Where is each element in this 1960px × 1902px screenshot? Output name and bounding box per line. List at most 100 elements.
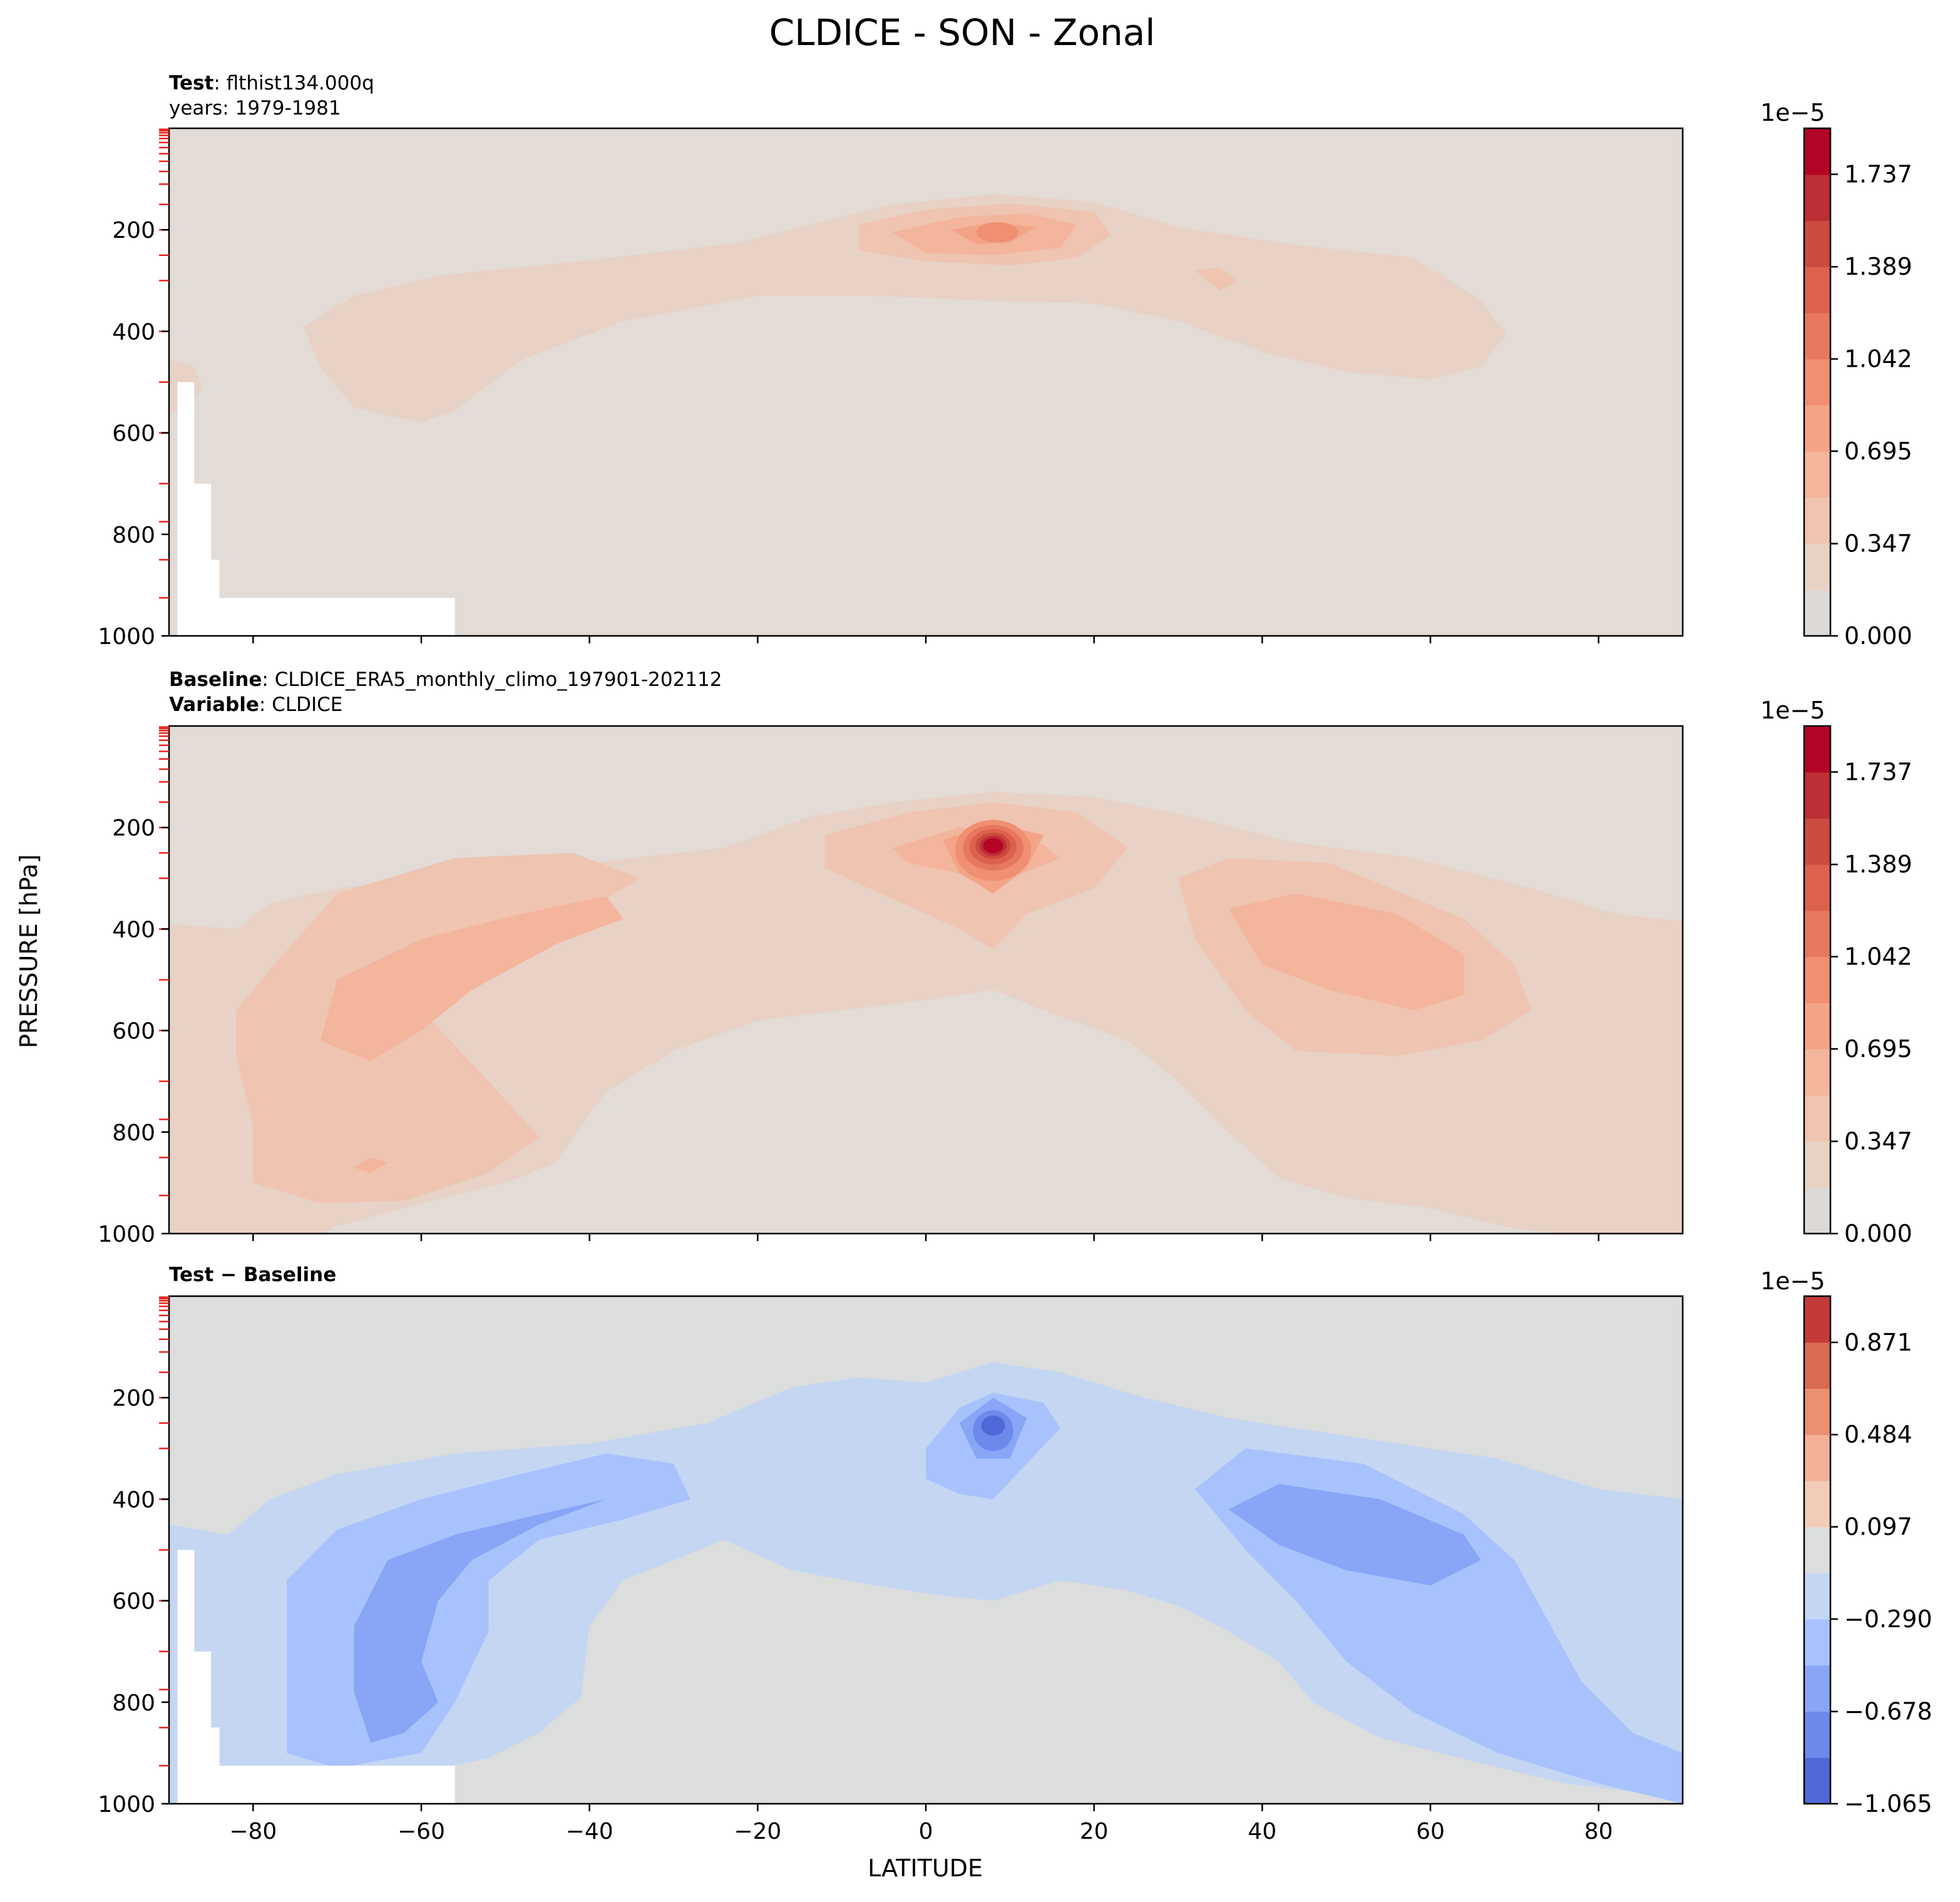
panel3-title: Test − Baseline xyxy=(169,1264,336,1286)
colorbar-segment xyxy=(1804,590,1830,637)
y-tick-label: 600 xyxy=(112,1019,155,1045)
colorbar-segment xyxy=(1804,1187,1830,1234)
contour-level-5 xyxy=(976,222,1018,243)
colorbar-segment xyxy=(1804,1342,1830,1389)
y-tick-label: 400 xyxy=(112,1487,155,1513)
y-tick-label: 200 xyxy=(112,1386,155,1411)
y-tick-label: 200 xyxy=(112,218,155,243)
colorbar-segment xyxy=(1804,864,1830,911)
colorbar-segment xyxy=(1804,359,1830,406)
colorbar-tick-label: 1.389 xyxy=(1844,851,1912,878)
contour-level-neg3-north xyxy=(1228,1484,1481,1586)
panel-difference: 200 400 600 800 1000 −80 −60 −40 −20 0 20 40 60 80 −1.… xyxy=(98,1295,1932,1844)
colorbar-test: 0.000 0.347 0.695 1.042 1.389 1.737 xyxy=(1803,127,1912,650)
y-tick-label: 1000 xyxy=(98,1792,155,1818)
x-tick-label: −60 xyxy=(398,1819,445,1844)
colorbar-tick-label: 0.000 xyxy=(1844,1220,1912,1247)
colorbar-tick-label: 1.737 xyxy=(1844,160,1912,188)
colorbar-tick-label: −0.290 xyxy=(1844,1605,1932,1633)
contour-level-neg3-south xyxy=(354,1499,607,1743)
colorbar-segment xyxy=(1804,1388,1830,1435)
x-tick-label: 40 xyxy=(1248,1819,1276,1844)
colorbar-baseline: 0.000 0.347 0.695 1.042 1.389 1.737 xyxy=(1803,725,1912,1247)
panel-baseline: 200 400 600 800 1000 0.000 0.347 0.695 1.042 1.38… xyxy=(98,725,1912,1247)
y-axis-label: PRESSURE [hPa] xyxy=(15,854,43,1048)
contour-area-baseline xyxy=(169,726,1683,1234)
colorbar-tick-label: 0.000 xyxy=(1844,622,1912,650)
colorbar-segment xyxy=(1804,1003,1830,1050)
colorbar-segment xyxy=(1804,1141,1830,1188)
x-tick-label: −20 xyxy=(734,1819,781,1844)
colorbar-segment xyxy=(1804,956,1830,1003)
colorbar-tick-label: −0.678 xyxy=(1844,1698,1932,1726)
contour-level-1 xyxy=(303,194,1506,423)
colorbar-tick-label: 0.695 xyxy=(1844,1035,1912,1063)
y-tick-label: 400 xyxy=(112,319,155,345)
colorbar-frame xyxy=(1803,1295,1832,1805)
colorbar-segment xyxy=(1804,312,1830,360)
colorbar-tick-label: 0.695 xyxy=(1844,437,1912,465)
colorbar-difference: −1.065 −0.678 −0.290 0.097 0.484 0.871 xyxy=(1803,1295,1932,1818)
y-tick-label: 800 xyxy=(112,523,155,548)
colorbar-segment xyxy=(1804,818,1830,865)
colorbar-tick-label: 1.042 xyxy=(1844,943,1912,971)
colorbar-frame xyxy=(1803,127,1832,637)
x-tick-label: 20 xyxy=(1080,1819,1109,1844)
x-tick-label: 0 xyxy=(919,1819,933,1844)
colorbar-segment xyxy=(1804,174,1830,221)
missing-data-region xyxy=(177,382,455,636)
colorbar-tick-label: 0.097 xyxy=(1844,1513,1912,1541)
colorbar-segment xyxy=(1804,1619,1830,1666)
panel2-cb-multiplier: 1e−5 xyxy=(1760,697,1825,724)
colorbar-segment xyxy=(1804,451,1830,498)
panel1-cb-multiplier: 1e−5 xyxy=(1760,99,1825,126)
colorbar-segment xyxy=(1804,497,1830,545)
colorbar-tick-label: 0.347 xyxy=(1844,1128,1912,1155)
y-tick-label: 800 xyxy=(112,1120,155,1146)
contour-area-test xyxy=(169,128,1683,636)
x-tick-label: 60 xyxy=(1416,1819,1445,1844)
y-tick-label: 800 xyxy=(112,1690,155,1716)
colorbar-frame xyxy=(1803,725,1832,1235)
colorbar-segment xyxy=(1804,267,1830,314)
missing-data-region xyxy=(177,1550,455,1804)
panel1-title-line2: years: 1979-1981 xyxy=(169,97,341,120)
colorbar-segment xyxy=(1804,1526,1830,1573)
contour-level-3-south-low xyxy=(354,1157,388,1173)
colorbar-segment xyxy=(1804,1296,1830,1343)
colorbar-segment xyxy=(1804,1757,1830,1804)
contour-level-2-spot xyxy=(1194,268,1237,291)
y-tick-label: 400 xyxy=(112,917,155,943)
colorbar-tick-label: 1.389 xyxy=(1844,253,1912,280)
colorbar-segment xyxy=(1804,910,1830,958)
colorbar-segment xyxy=(1804,1573,1830,1620)
colorbar-segment xyxy=(1804,220,1830,267)
panel1-title-line1: Test: flthist134.000q xyxy=(169,72,374,95)
colorbar-segment xyxy=(1804,772,1830,819)
y-tick-label: 1000 xyxy=(98,624,155,650)
colorbar-tick-label: 0.871 xyxy=(1844,1329,1912,1356)
panel2-title-line1: Baseline: CLDICE_ERA5_monthly_climo_1979… xyxy=(169,668,722,691)
contour-level-2-south xyxy=(236,852,640,1204)
colorbar-segment xyxy=(1804,543,1830,590)
x-tick-label: 80 xyxy=(1584,1819,1613,1844)
contour-level-10 xyxy=(983,838,1003,854)
y-tick-label: 1000 xyxy=(98,1222,155,1247)
y-tick-label: 600 xyxy=(112,1589,155,1615)
panel-test: 200 400 600 800 1000 0.000 0.347 0.695 1.042 1.38… xyxy=(98,127,1912,650)
x-axis-label: LATITUDE xyxy=(868,1854,983,1882)
colorbar-tick-label: 1.737 xyxy=(1844,758,1912,785)
colorbar-segment xyxy=(1804,1711,1830,1758)
colorbar-tick-label: 1.042 xyxy=(1844,345,1912,373)
colorbar-tick-label: 0.347 xyxy=(1844,530,1912,558)
contour-level-3-south xyxy=(320,896,623,1061)
colorbar-segment xyxy=(1804,1049,1830,1096)
colorbar-segment xyxy=(1804,726,1830,773)
colorbar-segment xyxy=(1804,405,1830,452)
figure-title: CLDICE - SON - Zonal xyxy=(769,11,1156,54)
contour-level-neg5 xyxy=(981,1415,1005,1436)
colorbar-segment xyxy=(1804,128,1830,175)
x-tick-label: −40 xyxy=(566,1819,613,1844)
